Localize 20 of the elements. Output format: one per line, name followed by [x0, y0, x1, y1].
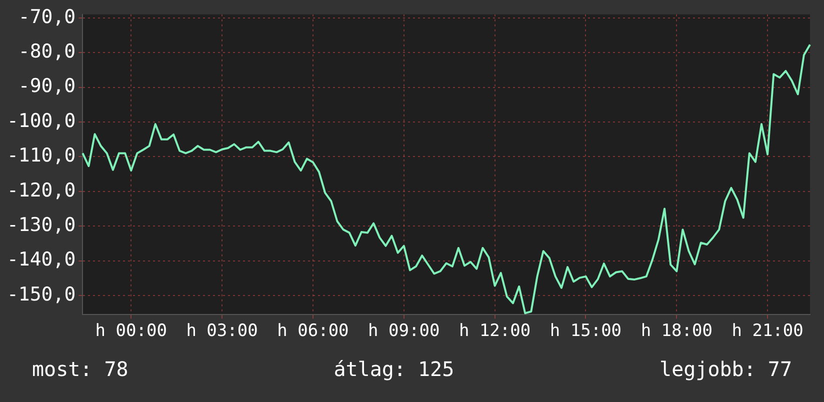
- text: átlag: 125: [334, 357, 454, 381]
- x-tick-label: h 18:00: [640, 321, 712, 342]
- x-tick-label: h 09:00: [368, 321, 440, 342]
- x-tick-label: h 03:00: [186, 321, 258, 342]
- x-tick-label: h 15:00: [550, 321, 622, 342]
- y-tick-label: -140,0: [6, 248, 76, 271]
- y-tick-label: -110,0: [6, 144, 76, 167]
- y-tick-label: -80,0: [18, 40, 76, 63]
- y-tick-label: -70,0: [18, 6, 76, 28]
- text: legjobb: 77: [660, 357, 792, 381]
- y-tick-label: -130,0: [6, 214, 76, 236]
- y-tick-label: -100,0: [6, 110, 76, 132]
- y-tick-label: -90,0: [18, 75, 76, 98]
- text: most: 78: [32, 357, 128, 381]
- x-tick-label: h 21:00: [732, 321, 804, 342]
- x-tick-label: h 00:00: [95, 321, 167, 342]
- x-tick-label: h 12:00: [458, 321, 531, 342]
- y-tick-label: -150,0: [6, 283, 76, 306]
- y-tick-label: -120,0: [6, 179, 76, 202]
- x-tick-label: h 06:00: [277, 321, 349, 342]
